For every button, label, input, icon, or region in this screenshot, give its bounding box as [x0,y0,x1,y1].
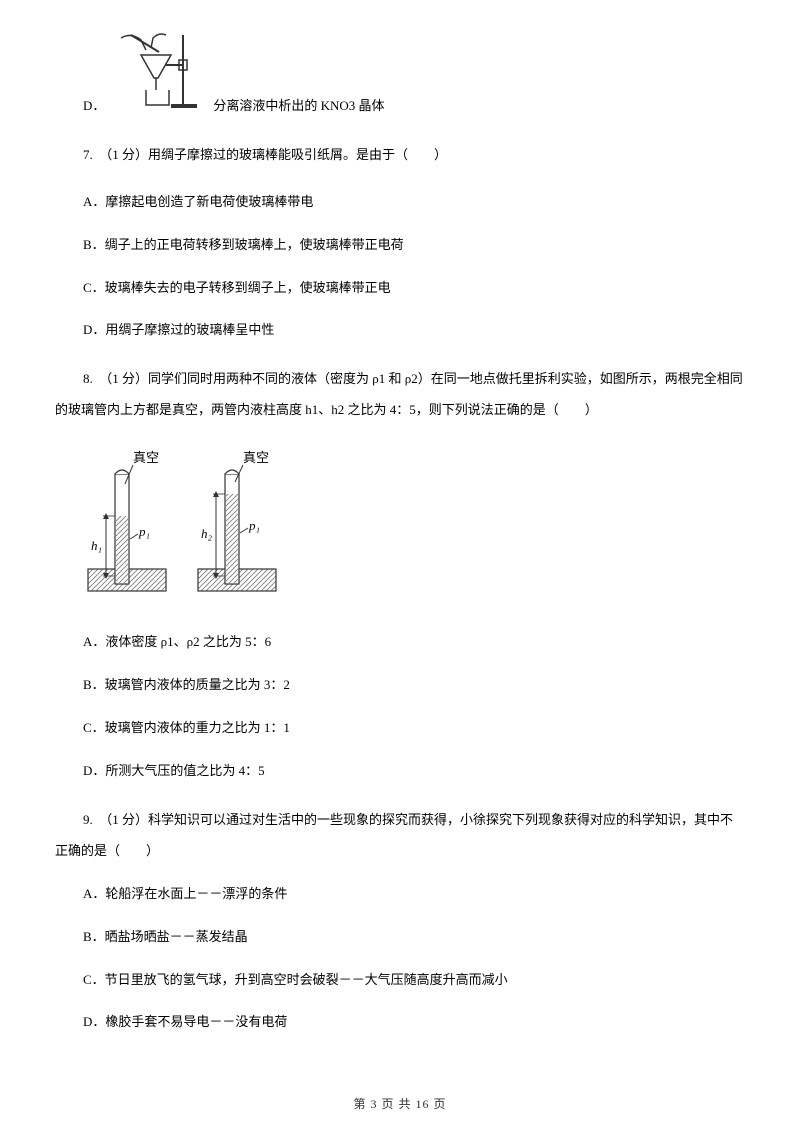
option-letter: D． [83,96,105,117]
q7-option-b: B．绸子上的正电荷转移到玻璃棒上，使玻璃棒带正电荷 [55,235,745,256]
h1-label: h₁ [91,538,102,553]
q8-option-c: C．玻璃管内液体的重力之比为 1：1 [55,718,745,739]
torricelli-diagram: 真空 p₁ h₁ 真空 p₁ h₂ [55,444,745,611]
h2-label: h₂ [201,526,213,541]
p1-label-right: p₁ [248,518,260,533]
q8-option-b: B．玻璃管内液体的质量之比为 3：2 [55,675,745,696]
vacuum-label-left: 真空 [133,450,159,465]
q9-option-a: A．轮船浮在水面上－－漂浮的条件 [55,884,745,905]
q9-option-c: C．节日里放飞的氢气球，升到高空时会破裂－－大气压随高度升高而减小 [55,970,745,991]
q8-option-d: D．所测大气压的值之比为 4：5 [55,761,745,782]
q8-option-a: A．液体密度 ρ1、ρ2 之比为 5：6 [55,632,745,653]
p1-label-left: p₁ [138,524,150,539]
q7-option-c: C．玻璃棒失去的电子转移到绸子上，使玻璃棒带正电 [55,278,745,299]
q9-option-d: D．橡胶手套不易导电－－没有电荷 [55,1012,745,1033]
q6-option-d: D． 分离溶液中析出的 KNO3 晶体 [55,30,745,117]
q8-stem: 8. （1 分）同学们同时用两种不同的液体（密度为 ρ1 和 ρ2）在同一地点做… [55,363,745,425]
q7-option-d: D．用绸子摩擦过的玻璃棒呈中性 [55,320,745,341]
q9-option-b: B．晒盐场晒盐－－蒸发结晶 [55,927,745,948]
q9-stem: 9. （1 分）科学知识可以通过对生活中的一些现象的探究而获得，小徐探究下列现象… [55,804,745,866]
q7-option-a: A．摩擦起电创造了新电荷使玻璃棒带电 [55,192,745,213]
filter-funnel-diagram [111,30,201,117]
page-footer: 第 3 页 共 16 页 [0,1095,800,1114]
q7-stem: 7. （1 分）用绸子摩擦过的玻璃棒能吸引纸屑。是由于（ ） [55,139,745,170]
option-text: 分离溶液中析出的 KNO3 晶体 [213,96,384,117]
vacuum-label-right: 真空 [243,450,269,465]
